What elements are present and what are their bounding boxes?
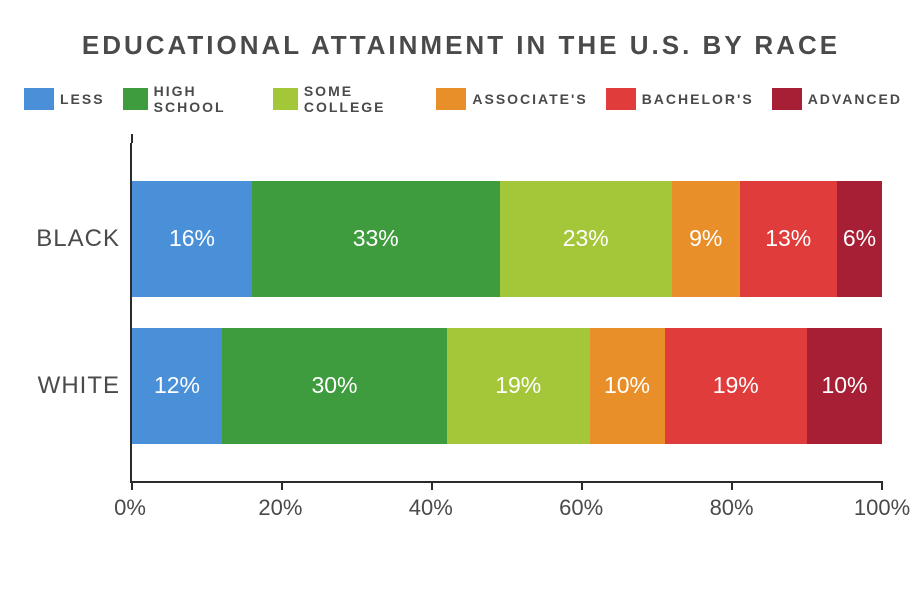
legend-swatch bbox=[436, 88, 466, 110]
legend-swatch bbox=[24, 88, 54, 110]
x-tick-label: 80% bbox=[710, 495, 754, 521]
legend-label: SOME COLLEGE bbox=[304, 83, 419, 115]
axis-tick bbox=[131, 134, 133, 143]
bar-segment: 19% bbox=[447, 328, 590, 444]
legend-swatch bbox=[273, 88, 298, 110]
bar-segment: 9% bbox=[672, 181, 740, 297]
legend-swatch bbox=[606, 88, 636, 110]
chart-title: EDUCATIONAL ATTAINMENT IN THE U.S. BY RA… bbox=[20, 30, 902, 61]
bar-segment: 12% bbox=[132, 328, 222, 444]
y-axis-label: WHITE bbox=[20, 372, 120, 400]
bar-segment: 33% bbox=[252, 181, 500, 297]
legend-item: HIGH SCHOOL bbox=[123, 83, 255, 115]
legend-label: HIGH SCHOOL bbox=[154, 83, 255, 115]
bar-segment: 10% bbox=[590, 328, 665, 444]
bar-segment: 19% bbox=[665, 328, 808, 444]
legend-item: SOME COLLEGE bbox=[273, 83, 419, 115]
legend-label: ASSOCIATE'S bbox=[472, 91, 587, 107]
x-tick-label: 20% bbox=[258, 495, 302, 521]
y-axis-label: BLACK bbox=[20, 225, 120, 253]
x-tick-label: 0% bbox=[114, 495, 146, 521]
bar-segment: 16% bbox=[132, 181, 252, 297]
legend-label: LESS bbox=[60, 91, 105, 107]
x-axis: 0%20%40%60%80%100% bbox=[130, 483, 882, 523]
legend-item: ASSOCIATE'S bbox=[436, 83, 587, 115]
x-tick-label: 100% bbox=[854, 495, 910, 521]
plot-area: BLACK16%33%23%9%13%6%WHITE12%30%19%10%19… bbox=[130, 143, 882, 483]
legend-label: ADVANCED bbox=[808, 91, 902, 107]
x-tick-label: 40% bbox=[409, 495, 453, 521]
bar-segment: 6% bbox=[837, 181, 882, 297]
bar-row: BLACK16%33%23%9%13%6% bbox=[132, 181, 882, 297]
bar-row: WHITE12%30%19%10%19%10% bbox=[132, 328, 882, 444]
legend-swatch bbox=[123, 88, 148, 110]
bar-segment: 10% bbox=[807, 328, 882, 444]
bar-segment: 13% bbox=[740, 181, 838, 297]
legend-item: LESS bbox=[24, 83, 105, 115]
legend: LESS HIGH SCHOOL SOME COLLEGE ASSOCIATE'S BA… bbox=[20, 83, 902, 115]
bars-container: BLACK16%33%23%9%13%6%WHITE12%30%19%10%19… bbox=[132, 143, 882, 481]
legend-item: BACHELOR'S bbox=[606, 83, 754, 115]
bar-segment: 30% bbox=[222, 328, 447, 444]
chart-area: BLACK16%33%23%9%13%6%WHITE12%30%19%10%19… bbox=[130, 143, 882, 523]
legend-swatch bbox=[772, 88, 802, 110]
x-tick-label: 60% bbox=[559, 495, 603, 521]
legend-item: ADVANCED bbox=[772, 83, 902, 115]
legend-label: BACHELOR'S bbox=[642, 91, 754, 107]
bar-segment: 23% bbox=[500, 181, 673, 297]
